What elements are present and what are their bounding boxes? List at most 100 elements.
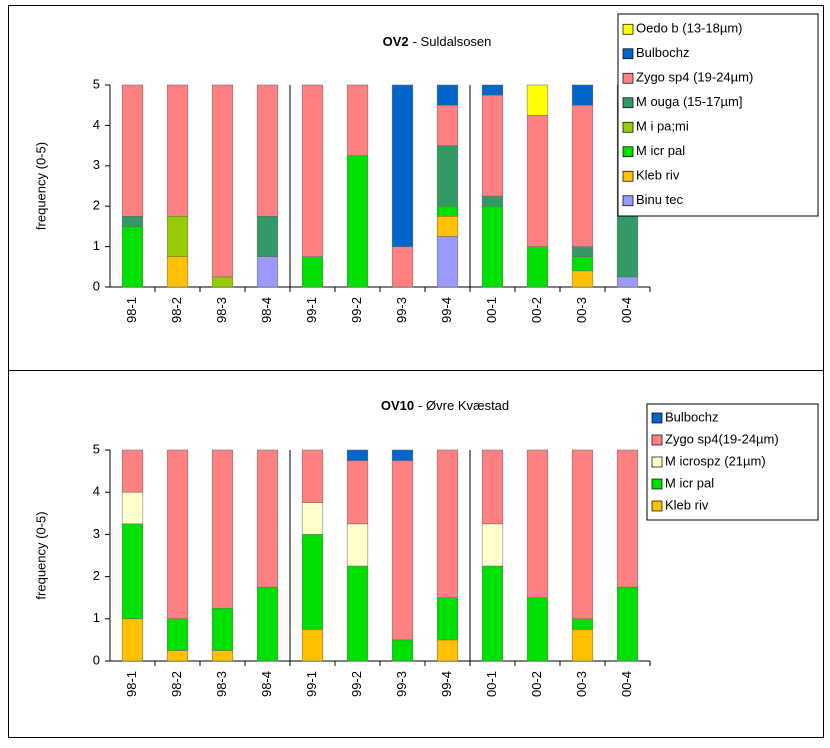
x-tick-label: 00-3: [574, 671, 589, 697]
x-tick-label: 99-3: [394, 297, 409, 323]
y-tick-label: 1: [93, 610, 100, 625]
bar-segment: [571, 270, 594, 288]
bar-segment: [346, 523, 369, 567]
title-code: OV2: [383, 34, 409, 49]
legend-swatch: [622, 23, 634, 35]
title-name: - Øvre Kvæstad: [418, 398, 509, 413]
x-tick-label: 99-4: [439, 671, 454, 697]
bar-segment: [166, 650, 189, 662]
x-tick-label: 99-3: [394, 671, 409, 697]
y-tick-label: 4: [93, 117, 100, 132]
bar-segment: [436, 597, 459, 641]
bar-segment: [391, 84, 414, 247]
bar-segment: [436, 639, 459, 662]
y-tick-label: 2: [93, 568, 100, 583]
bar-segment: [346, 460, 369, 525]
bar-segment: [571, 256, 594, 272]
y-tick-label: 0: [93, 278, 100, 293]
bar-segment: [391, 639, 414, 662]
bar-segment: [301, 629, 324, 662]
bar-segment: [436, 216, 459, 237]
bar-segment: [211, 650, 234, 662]
bar-segment: [121, 523, 144, 620]
bar-segment: [526, 597, 549, 662]
bar-segment: [571, 449, 594, 620]
y-axis-label: frequency (0-5): [33, 511, 48, 599]
x-tick-label: 00-2: [529, 671, 544, 697]
bar-segment: [166, 216, 189, 257]
legend-swatch: [622, 146, 634, 158]
y-tick-label: 3: [93, 157, 100, 172]
x-tick-label: 98-4: [259, 297, 274, 323]
x-tick-label: 99-4: [439, 297, 454, 323]
bar-segment: [526, 449, 549, 598]
bar-segment: [391, 460, 414, 641]
legend-label: M i pa;mi: [636, 119, 689, 134]
bar-segment: [436, 449, 459, 598]
bar-segment: [121, 449, 144, 493]
bar-segment: [121, 618, 144, 662]
x-tick-label: 98-2: [169, 671, 184, 697]
legend-swatch: [622, 121, 634, 133]
bar-segment: [481, 94, 504, 197]
x-tick-label: 00-1: [484, 671, 499, 697]
bar-segment: [391, 246, 414, 288]
bar-segment: [346, 155, 369, 288]
chart-title: OV2 - Suldalsosen: [383, 34, 492, 49]
x-tick-label: 00-2: [529, 297, 544, 323]
bar-segment: [301, 84, 324, 257]
x-tick-label: 99-2: [349, 671, 364, 697]
x-tick-label: 00-4: [619, 671, 634, 697]
legend-box: [646, 403, 819, 521]
x-tick-label: 99-1: [304, 671, 319, 697]
legend-label: Oedo b (13-18µm): [636, 21, 742, 36]
bar-segment: [526, 246, 549, 288]
bar-segment: [166, 618, 189, 651]
legend-swatch: [651, 434, 663, 446]
y-tick-label: 5: [93, 76, 100, 91]
legend-label: Kleb riv: [636, 168, 680, 183]
x-tick-label: 98-1: [124, 671, 139, 697]
y-tick-label: 5: [93, 441, 100, 456]
bar-segment: [256, 449, 279, 588]
title-code: OV10: [381, 398, 414, 413]
bar-segment: [346, 565, 369, 662]
bar-segment: [211, 449, 234, 609]
bar-segment: [211, 608, 234, 651]
bar-segment: [481, 523, 504, 567]
legend-swatch: [622, 97, 634, 109]
x-tick-label: 98-4: [259, 671, 274, 697]
y-axis-label: frequency (0-5): [33, 142, 48, 230]
legend-swatch: [622, 195, 634, 207]
y-tick-label: 1: [93, 238, 100, 253]
legend-label: M icr pal: [636, 143, 685, 158]
legend-swatch: [651, 412, 663, 424]
bar-segment: [526, 115, 549, 247]
legend-swatch: [622, 48, 634, 60]
bar-segment: [481, 449, 504, 525]
x-tick-label: 98-1: [124, 297, 139, 323]
bar-segment: [256, 586, 279, 662]
legend-swatch: [622, 170, 634, 182]
legend-label: Binu tec: [636, 192, 683, 207]
bar-segment: [121, 491, 144, 525]
x-tick-label: 00-3: [574, 297, 589, 323]
bar-segment: [166, 84, 189, 217]
bar-segment: [391, 449, 414, 461]
bar-segment: [436, 145, 459, 207]
chart-title: OV10 - Øvre Kvæstad: [381, 398, 509, 413]
bar-segment: [301, 534, 324, 630]
bar-segment: [481, 195, 504, 207]
x-tick-label: 98-3: [214, 297, 229, 323]
bar-segment: [616, 276, 639, 288]
bar-segment: [436, 205, 459, 217]
bar-segment: [436, 84, 459, 106]
bar-segment: [301, 256, 324, 288]
legend-label: M icr pal: [665, 475, 714, 490]
bar-segment: [526, 84, 549, 116]
bar-segment: [121, 216, 144, 227]
bar-segment: [121, 84, 144, 217]
legend-label: Zygo sp4(19-24µm): [665, 431, 779, 446]
bar-segment: [481, 84, 504, 96]
